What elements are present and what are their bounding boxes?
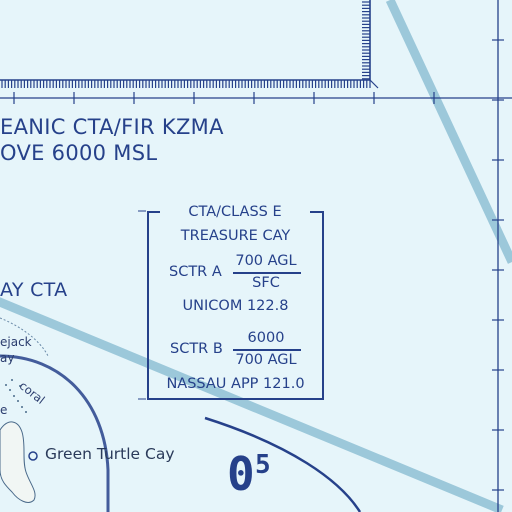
runway-heading-number: 0	[227, 447, 255, 501]
place-label-fragment-3: e	[0, 403, 8, 417]
boundary-vertical-ticks	[492, 39, 504, 491]
class-e-arc-outer	[0, 354, 110, 512]
oceanic-cta-label-2: OVE 6000 MSL	[0, 141, 158, 165]
hatched-border	[0, 0, 379, 89]
route-band-diagonal	[0, 297, 504, 512]
coral-edge	[0, 317, 49, 357]
sctr-a-floor: SFC	[252, 275, 280, 291]
boundary-horizontal-ticks	[13, 92, 435, 104]
green-turtle-cay-label: Green Turtle Cay	[45, 445, 175, 463]
island-shape	[0, 421, 36, 503]
arc-right	[204, 416, 362, 512]
cta-line-ticks	[138, 210, 146, 400]
sctr-a-label: SCTR A	[169, 264, 222, 280]
approach-frequency: NASSAU APP 121.0	[166, 376, 305, 392]
airport-symbol	[28, 451, 38, 461]
box-title: CTA/CLASS E	[160, 205, 310, 220]
unicom-frequency: UNICOM 122.8	[182, 298, 289, 314]
place-label-fragment-1: ejack	[0, 335, 32, 349]
sctr-a-divider	[233, 272, 301, 274]
box-airport-name: TREASURE CAY	[180, 228, 291, 244]
coral-reef-dots	[5, 379, 27, 413]
cay-cta-label: AY CTA	[0, 279, 68, 301]
runway-heading-superscript: 5	[255, 450, 271, 480]
sctr-b-ceiling: 6000	[247, 330, 285, 346]
place-label-fragment-2: ay	[0, 351, 15, 365]
sctr-b-divider	[233, 349, 301, 351]
oceanic-cta-label-1: EANIC CTA/FIR KZMA	[0, 115, 224, 139]
route-band-right	[385, 0, 512, 264]
sctr-a-ceiling: 700 AGL	[235, 253, 297, 269]
sctr-b-floor: 700 AGL	[235, 352, 297, 368]
sctr-b-label: SCTR B	[170, 341, 223, 357]
